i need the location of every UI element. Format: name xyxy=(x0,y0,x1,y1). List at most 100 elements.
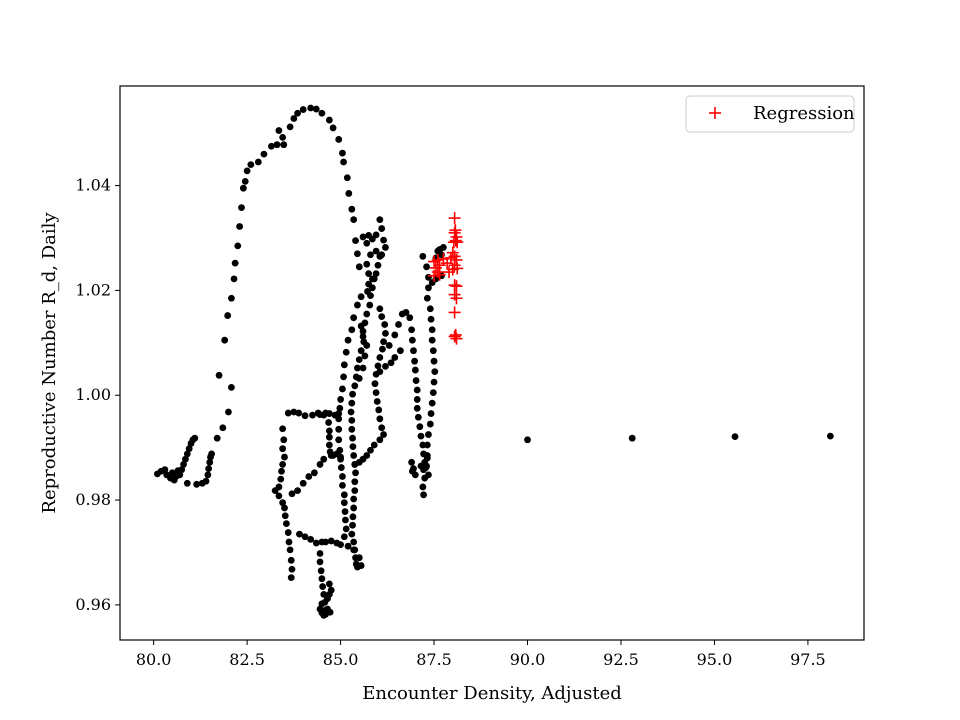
data-point xyxy=(281,512,289,520)
data-point xyxy=(355,356,363,363)
data-point xyxy=(354,301,361,309)
data-point xyxy=(280,141,288,149)
data-point xyxy=(370,441,378,449)
data-point xyxy=(411,366,419,374)
regression-point xyxy=(428,269,441,282)
data-point xyxy=(359,333,367,340)
data-point xyxy=(429,347,437,355)
data-point xyxy=(348,326,356,334)
data-point xyxy=(366,301,374,309)
data-point xyxy=(325,116,333,124)
y-axis: 0.96 0.98 1.00 1.02 1.04 xyxy=(75,176,120,614)
data-point xyxy=(355,375,363,382)
data-point xyxy=(373,398,381,405)
data-point xyxy=(826,432,834,440)
data-point xyxy=(402,309,410,316)
data-point xyxy=(349,513,357,521)
data-point xyxy=(354,563,361,571)
data-point xyxy=(224,312,232,319)
data-point xyxy=(355,554,363,562)
data-point xyxy=(350,452,358,459)
data-point xyxy=(413,396,421,403)
data-point xyxy=(335,436,343,444)
data-point xyxy=(234,242,242,250)
data-point xyxy=(427,315,435,323)
data-point xyxy=(287,574,295,582)
data-point xyxy=(372,389,380,397)
data-point xyxy=(419,252,427,260)
data-point xyxy=(352,237,359,245)
data-point xyxy=(325,441,333,449)
x-tick-label: 82.5 xyxy=(229,650,265,669)
regression-point xyxy=(450,292,463,305)
data-point xyxy=(395,321,402,328)
data-point xyxy=(363,239,371,247)
data-point xyxy=(312,105,320,113)
data-point xyxy=(391,354,399,361)
data-point xyxy=(425,431,432,438)
data-point xyxy=(290,408,298,416)
data-point xyxy=(339,149,346,157)
data-point xyxy=(347,408,355,416)
data-point xyxy=(282,520,290,528)
data-point xyxy=(345,190,353,197)
data-point xyxy=(431,368,439,376)
data-point xyxy=(731,433,739,441)
data-point xyxy=(326,608,334,616)
data-point xyxy=(299,479,307,487)
data-point xyxy=(411,357,419,365)
data-point xyxy=(387,359,395,367)
data-point xyxy=(410,347,417,355)
data-point xyxy=(215,371,223,379)
regression-point xyxy=(443,266,456,279)
data-point xyxy=(354,250,361,258)
x-tick-label: 85.0 xyxy=(323,650,359,669)
data-point xyxy=(427,410,435,417)
data-point xyxy=(380,236,387,244)
data-point xyxy=(185,445,193,453)
regression-point xyxy=(433,268,446,281)
data-point xyxy=(279,445,287,453)
data-point xyxy=(294,487,301,495)
data-point xyxy=(420,491,427,499)
regression-point xyxy=(451,262,464,275)
data-point xyxy=(412,377,420,384)
data-point xyxy=(311,469,318,477)
data-point xyxy=(430,378,438,386)
data-point xyxy=(348,416,356,424)
data-point xyxy=(221,336,229,344)
data-point xyxy=(279,133,287,141)
data-point xyxy=(439,244,447,251)
data-point xyxy=(337,541,344,549)
data-point xyxy=(176,471,184,479)
data-point xyxy=(182,455,189,463)
data-point xyxy=(354,364,361,372)
data-point xyxy=(524,436,531,444)
data-point xyxy=(225,408,232,416)
data-point xyxy=(350,538,358,546)
data-point xyxy=(378,225,386,232)
data-point xyxy=(337,396,344,403)
regression-point xyxy=(448,212,461,225)
regression-point xyxy=(448,330,461,343)
data-point xyxy=(281,453,288,461)
data-point xyxy=(281,504,288,512)
data-point xyxy=(327,537,335,545)
data-point xyxy=(423,263,430,271)
data-point xyxy=(286,546,294,554)
y-tick-label: 1.00 xyxy=(75,385,111,404)
data-point xyxy=(417,432,425,440)
data-point xyxy=(382,244,389,251)
data-point xyxy=(419,483,427,491)
data-point xyxy=(339,481,346,489)
data-point xyxy=(342,516,349,524)
data-point xyxy=(294,109,301,117)
data-point xyxy=(349,434,356,442)
data-point xyxy=(318,575,326,583)
data-point xyxy=(376,368,384,376)
data-point xyxy=(279,499,287,507)
data-point xyxy=(238,204,245,211)
legend-marker-plus xyxy=(709,107,721,119)
regression-point xyxy=(449,234,462,247)
